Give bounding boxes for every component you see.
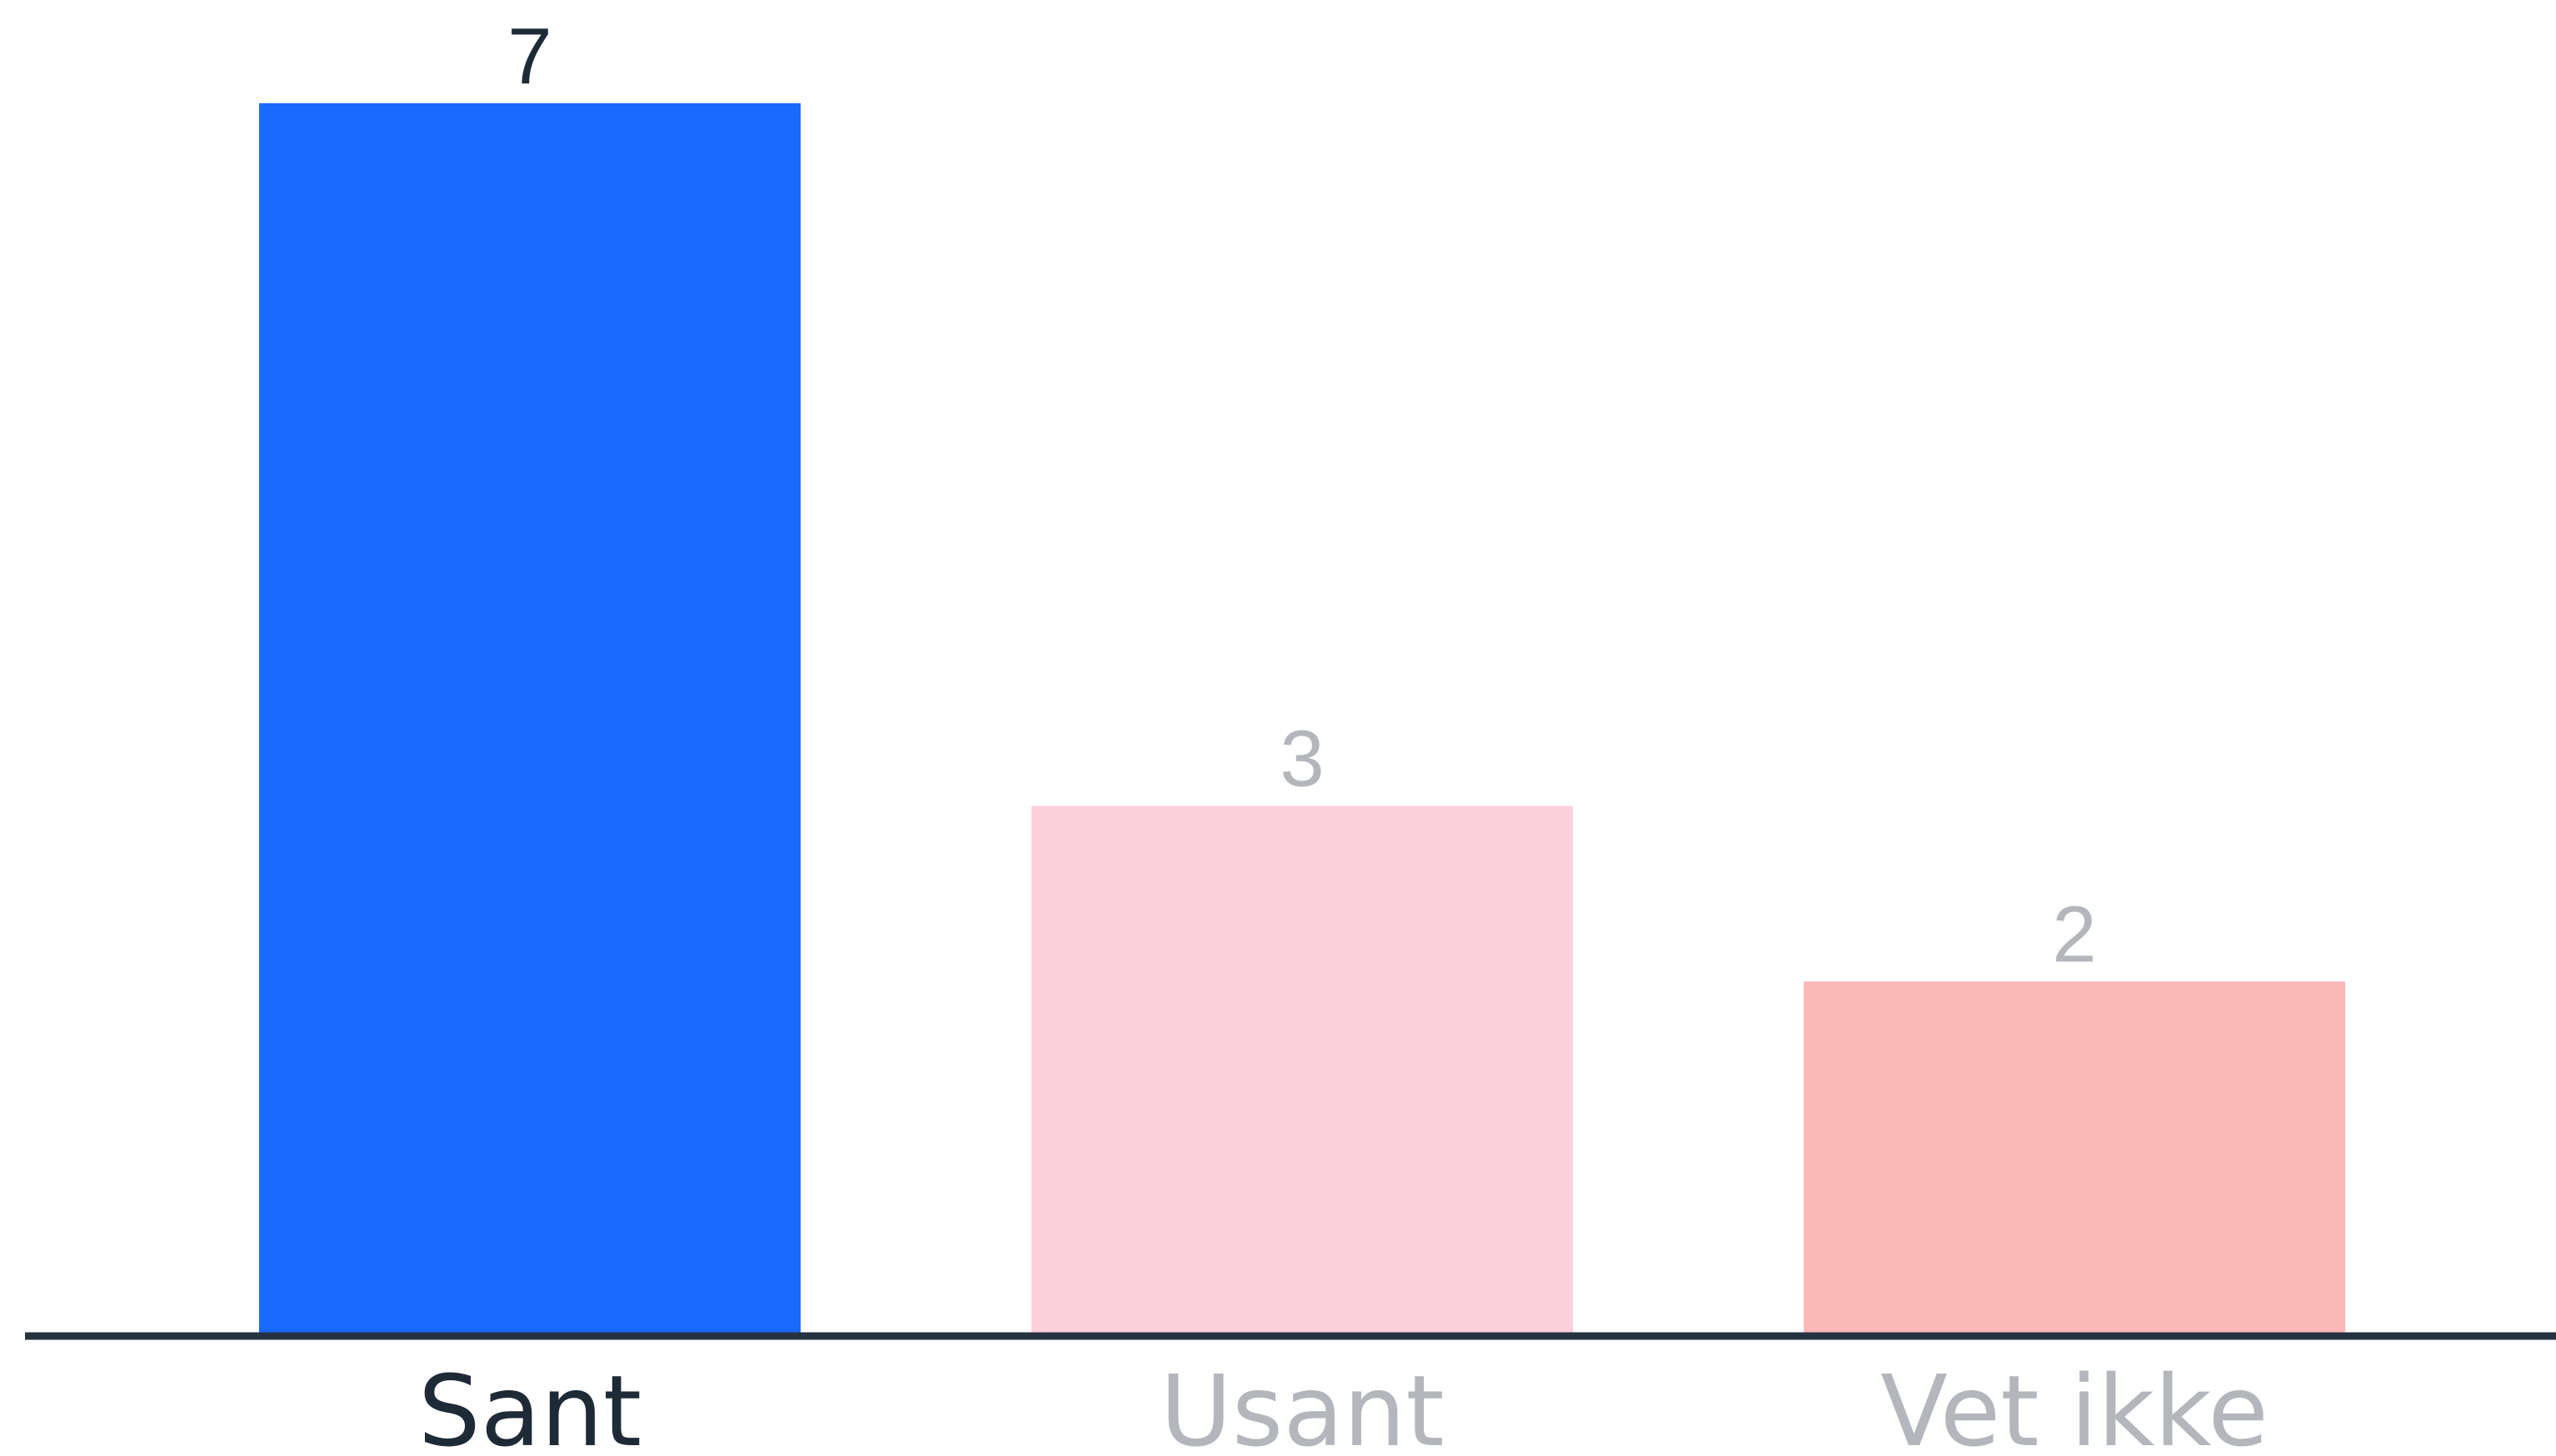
- x-tick-label-sant[interactable]: Sant: [418, 1354, 641, 1456]
- bar-usant[interactable]: [1031, 805, 1573, 1333]
- category-labels-layer: Sant Usant Vet ikke: [418, 1354, 2269, 1456]
- data-label-vet-ikke: 2: [2052, 890, 2096, 979]
- data-label-sant: 7: [507, 12, 552, 101]
- data-label-usant: 3: [1280, 714, 1324, 803]
- x-tick-label-vet-ikke[interactable]: Vet ikke: [1880, 1354, 2269, 1456]
- x-tick-label-usant[interactable]: Usant: [1160, 1354, 1444, 1456]
- bars-layer: [259, 103, 2345, 1333]
- bar-sant[interactable]: [259, 103, 801, 1333]
- labels-layer: 7 3 2: [507, 12, 2096, 979]
- bar-vet-ikke[interactable]: [1804, 981, 2345, 1333]
